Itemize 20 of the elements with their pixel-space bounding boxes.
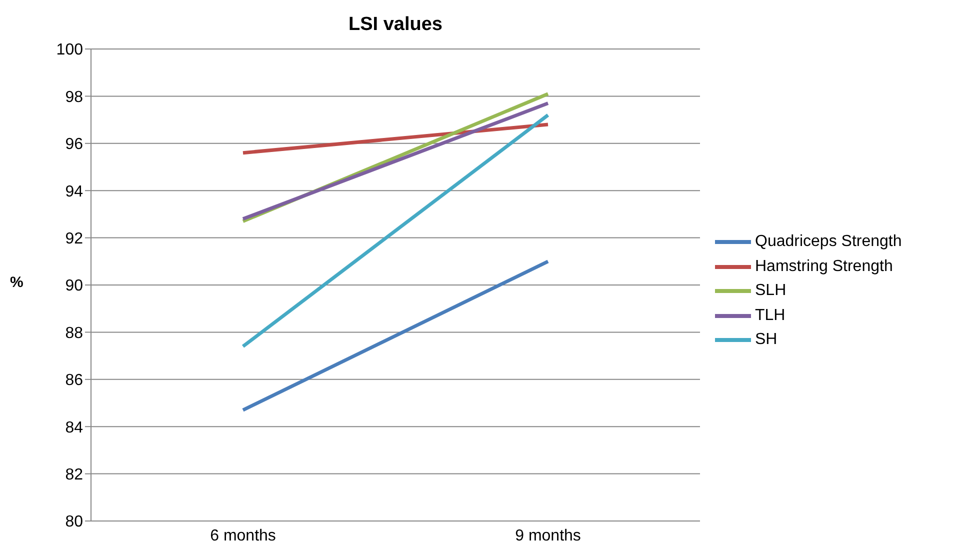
x-tick-label: 6 months (210, 527, 276, 544)
y-tick-label: 98 (65, 88, 84, 106)
y-axis-title: % (10, 274, 24, 291)
y-tick-label: 92 (65, 230, 84, 248)
y-tick-label: 100 (56, 42, 84, 59)
legend-label: Quadriceps Strength (755, 233, 902, 252)
legend-label: SH (755, 331, 778, 350)
y-tick-label: 88 (65, 324, 84, 342)
y-tick-label: 96 (65, 136, 84, 154)
chart-title: LSI values (348, 14, 444, 36)
y-tick-label: 90 (65, 278, 84, 295)
x-tick-label: 9 months (515, 527, 581, 544)
y-tick-label: 84 (65, 419, 84, 436)
y-tick-label: 82 (65, 466, 84, 484)
legend-label: TLH (755, 306, 786, 325)
legend-label: SLH (755, 282, 786, 300)
y-tick-label: 86 (65, 372, 84, 390)
y-tick-label: 80 (65, 514, 84, 531)
legend-label: Hamstring Strength (755, 258, 893, 276)
y-tick-label: 94 (65, 183, 84, 200)
